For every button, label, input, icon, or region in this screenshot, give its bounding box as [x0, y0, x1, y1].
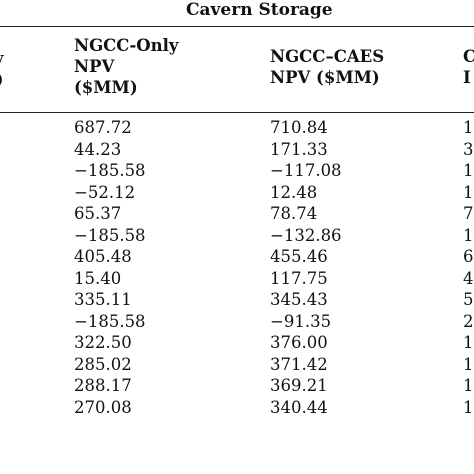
column-header-line: ity [0, 48, 4, 69]
cell-ngcc-only-npv: 687.72 [74, 118, 132, 137]
cell-ngcc-only-npv: −185.58 [74, 311, 146, 331]
cell-ngcc-caes-npv: 12.48 [270, 182, 318, 202]
column-header-line: C [463, 47, 474, 66]
header-rule-bottom [0, 112, 474, 113]
cell-right-partial: 1 [463, 397, 474, 417]
column-header-capacity-partial: ity %) [0, 48, 4, 90]
cell-ngcc-caes-npv: 345.43 [270, 290, 328, 309]
cell-right-partial: 4 [463, 268, 474, 288]
cell-ngcc-only-npv: 270.08 [74, 397, 132, 417]
header-rule-top [0, 26, 474, 27]
cell-right-partial: 1 [463, 376, 474, 395]
cell-ngcc-only-npv: 65.37 [74, 204, 122, 223]
table-row: 405.48 455.46 6 [0, 246, 474, 268]
table-row: 44.23 171.33 3 [0, 139, 474, 161]
cell-ngcc-only-npv: −185.58 [74, 225, 146, 245]
cell-ngcc-only-npv: −52.12 [74, 182, 136, 202]
cell-ngcc-caes-npv: 117.75 [270, 268, 328, 288]
column-header-line: NPV ($MM) [270, 68, 380, 87]
group-header-cavern-storage: Cavern Storage [186, 0, 333, 20]
cell-ngcc-caes-npv: 340.44 [270, 397, 328, 417]
column-header-line: ($MM) [74, 78, 138, 97]
column-header-line: NPV [74, 57, 115, 76]
cell-ngcc-caes-npv: 455.46 [270, 247, 328, 266]
column-header-ngcc-only-npv: NGCC-Only NPV ($MM) [74, 35, 179, 98]
cell-ngcc-caes-npv: 78.74 [270, 204, 318, 223]
cell-ngcc-caes-npv: 171.33 [270, 139, 328, 159]
cell-ngcc-only-npv: 285.02 [74, 354, 132, 374]
cell-ngcc-only-npv: 335.11 [74, 290, 132, 309]
cell-ngcc-caes-npv: −132.86 [270, 225, 342, 245]
table-row: 15.40 117.75 4 [0, 268, 474, 290]
cell-right-partial: 1 [463, 333, 474, 352]
cell-ngcc-caes-npv: −91.35 [270, 311, 332, 331]
cell-ngcc-only-npv: 405.48 [74, 247, 132, 266]
cell-ngcc-only-npv: 322.50 [74, 333, 132, 352]
column-header-line: %) [0, 69, 4, 90]
cell-right-partial: 2 [463, 311, 474, 331]
table-row: −52.12 12.48 1 [0, 182, 474, 204]
table-row: 65.37 78.74 7 [0, 203, 474, 225]
cell-ngcc-caes-npv: 710.84 [270, 118, 328, 137]
cell-right-partial: 1 [463, 182, 474, 202]
column-header-right-partial: C I [463, 46, 474, 88]
cell-right-partial: 1 [463, 354, 474, 374]
column-header-line: I [463, 68, 471, 87]
cell-right-partial: 1 [463, 118, 474, 137]
cell-ngcc-caes-npv: −117.08 [270, 161, 342, 180]
cell-right-partial: 1 [463, 161, 474, 180]
cell-ngcc-only-npv: −185.58 [74, 161, 146, 180]
cell-ngcc-only-npv: 288.17 [74, 376, 132, 395]
table-row: 288.17 369.21 1 [0, 375, 474, 397]
table-row: 285.02 371.42 1 [0, 354, 474, 376]
cell-right-partial: 1 [463, 225, 474, 245]
table-row: −185.58 −132.86 1 [0, 225, 474, 247]
cell-right-partial: 7 [463, 204, 474, 223]
cell-ngcc-caes-npv: 376.00 [270, 333, 328, 352]
cell-right-partial: 6 [463, 247, 474, 266]
table-row: 270.08 340.44 1 [0, 397, 474, 419]
table-row: 322.50 376.00 1 [0, 332, 474, 354]
table-row: 687.72 710.84 1 [0, 117, 474, 139]
cell-ngcc-only-npv: 15.40 [74, 268, 122, 288]
column-header-line: NGCC–CAES [270, 47, 385, 66]
cell-right-partial: 5 [463, 290, 474, 309]
column-header-ngcc-caes-npv: NGCC–CAES NPV ($MM) [270, 46, 384, 88]
cell-right-partial: 3 [463, 139, 474, 159]
table-row: −185.58 −91.35 2 [0, 311, 474, 333]
table-row: −185.58 −117.08 1 [0, 160, 474, 182]
table-row: 335.11 345.43 5 [0, 289, 474, 311]
cell-ngcc-caes-npv: 369.21 [270, 376, 328, 395]
table-body: 687.72 710.84 1 44.23 171.33 3 −185.58 −117.08 1… [0, 117, 474, 418]
cell-ngcc-caes-npv: 371.42 [270, 354, 328, 374]
column-header-line: NGCC-Only [74, 36, 179, 55]
cell-ngcc-only-npv: 44.23 [74, 139, 122, 159]
